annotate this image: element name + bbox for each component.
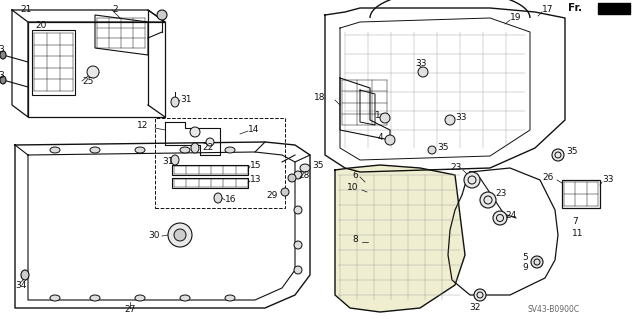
Text: 32: 32 <box>469 303 481 313</box>
Ellipse shape <box>50 295 60 301</box>
Text: Fr.: Fr. <box>568 3 582 13</box>
Ellipse shape <box>90 147 100 153</box>
Ellipse shape <box>531 256 543 268</box>
Text: 2: 2 <box>112 5 118 14</box>
Ellipse shape <box>171 155 179 165</box>
Text: SV43-B0900C: SV43-B0900C <box>528 306 580 315</box>
Text: 3: 3 <box>0 46 4 55</box>
Ellipse shape <box>191 143 199 153</box>
Text: 26: 26 <box>543 174 554 182</box>
Ellipse shape <box>281 188 289 196</box>
Ellipse shape <box>171 97 179 107</box>
Text: 33: 33 <box>602 175 614 184</box>
Text: 5: 5 <box>522 253 528 262</box>
Text: 6: 6 <box>352 170 358 180</box>
Ellipse shape <box>214 193 222 203</box>
Ellipse shape <box>294 241 302 249</box>
Text: 30: 30 <box>148 232 160 241</box>
Ellipse shape <box>90 295 100 301</box>
Text: 8: 8 <box>352 235 358 244</box>
Ellipse shape <box>464 172 480 188</box>
Ellipse shape <box>21 270 29 280</box>
Text: 23: 23 <box>495 189 506 197</box>
Text: 20: 20 <box>35 21 46 31</box>
Text: 4: 4 <box>378 133 383 143</box>
Bar <box>562 180 600 208</box>
Ellipse shape <box>474 289 486 301</box>
Text: 19: 19 <box>510 13 522 23</box>
Text: 35: 35 <box>437 144 449 152</box>
Text: 35: 35 <box>566 147 577 157</box>
Ellipse shape <box>385 135 395 145</box>
Text: 11: 11 <box>572 229 584 239</box>
Ellipse shape <box>418 67 428 77</box>
Polygon shape <box>335 165 465 312</box>
Ellipse shape <box>190 127 200 137</box>
Ellipse shape <box>50 147 60 153</box>
Text: 17: 17 <box>542 5 554 14</box>
Ellipse shape <box>225 295 235 301</box>
Text: 28: 28 <box>298 170 309 180</box>
Ellipse shape <box>135 295 145 301</box>
Text: 24: 24 <box>505 211 516 219</box>
Polygon shape <box>598 3 630 14</box>
Text: 16: 16 <box>225 196 237 204</box>
Ellipse shape <box>157 10 167 20</box>
Text: 9: 9 <box>522 263 528 272</box>
Text: 31: 31 <box>180 95 191 105</box>
Text: 27: 27 <box>124 306 136 315</box>
Text: 25: 25 <box>82 78 93 86</box>
Ellipse shape <box>300 164 310 172</box>
Ellipse shape <box>135 147 145 153</box>
Text: 12: 12 <box>136 122 148 130</box>
Text: 18: 18 <box>314 93 325 101</box>
Ellipse shape <box>168 223 192 247</box>
Ellipse shape <box>225 147 235 153</box>
Ellipse shape <box>445 115 455 125</box>
Ellipse shape <box>552 149 564 161</box>
Text: 34: 34 <box>15 280 26 290</box>
Ellipse shape <box>174 229 186 241</box>
Text: 29: 29 <box>267 191 278 201</box>
Ellipse shape <box>0 76 6 84</box>
Text: 33: 33 <box>455 113 467 122</box>
Ellipse shape <box>0 51 6 59</box>
Ellipse shape <box>180 295 190 301</box>
Ellipse shape <box>480 192 496 208</box>
Ellipse shape <box>288 174 296 182</box>
Ellipse shape <box>428 146 436 154</box>
Text: 10: 10 <box>346 183 358 192</box>
Ellipse shape <box>294 171 302 179</box>
Text: 13: 13 <box>250 175 262 184</box>
Bar <box>155 118 285 208</box>
Text: 15: 15 <box>250 160 262 169</box>
Ellipse shape <box>294 266 302 274</box>
Ellipse shape <box>380 113 390 123</box>
Ellipse shape <box>294 206 302 214</box>
Text: 22: 22 <box>202 144 213 152</box>
Text: 21: 21 <box>20 4 31 13</box>
Text: 33: 33 <box>415 58 426 68</box>
Text: 35: 35 <box>312 160 323 169</box>
Text: 3: 3 <box>0 71 4 80</box>
Text: 23: 23 <box>451 164 462 173</box>
Ellipse shape <box>87 66 99 78</box>
Text: 14: 14 <box>248 125 259 135</box>
Text: 31: 31 <box>162 158 173 167</box>
Ellipse shape <box>180 147 190 153</box>
Text: 1: 1 <box>375 110 381 120</box>
Ellipse shape <box>493 211 507 225</box>
Ellipse shape <box>206 138 214 146</box>
Text: 7: 7 <box>572 218 578 226</box>
